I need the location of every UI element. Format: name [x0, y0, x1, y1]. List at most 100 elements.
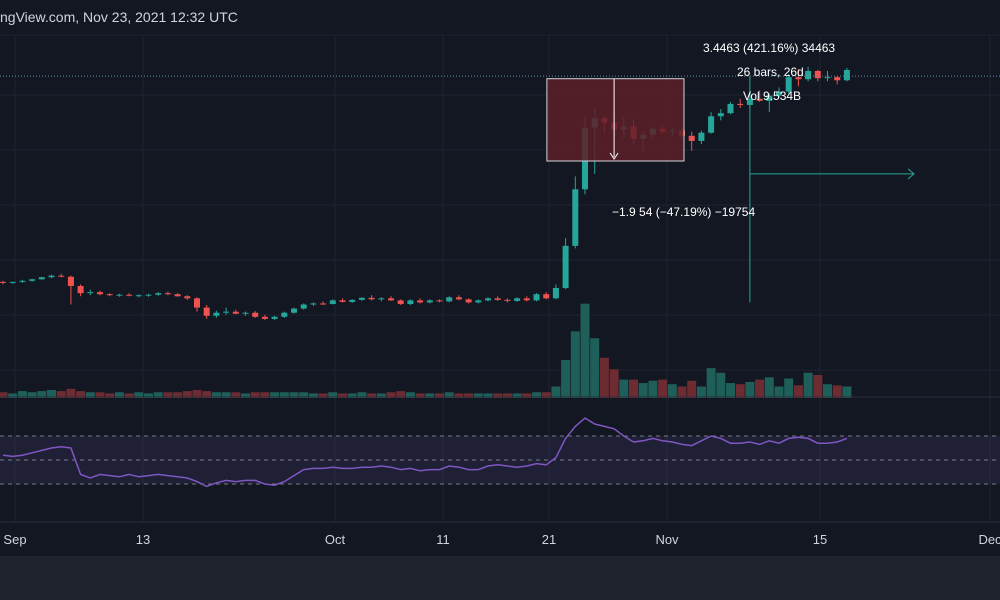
volume-bar — [357, 392, 367, 398]
candle-body — [252, 312, 259, 317]
candle[interactable] — [329, 299, 336, 305]
candle[interactable] — [708, 112, 715, 134]
candle[interactable] — [814, 69, 821, 82]
volume-bar — [629, 379, 638, 398]
candle[interactable] — [824, 71, 831, 82]
candle[interactable] — [552, 284, 559, 300]
candle[interactable] — [727, 101, 734, 115]
candle[interactable] — [0, 280, 6, 285]
volume-bar — [182, 391, 192, 398]
candle[interactable] — [291, 307, 297, 314]
candle[interactable] — [465, 298, 472, 304]
candle[interactable] — [300, 303, 307, 310]
candle[interactable] — [562, 238, 569, 290]
candle[interactable] — [504, 298, 511, 303]
volume-bar — [299, 392, 309, 398]
candle-body — [543, 294, 550, 299]
candle[interactable] — [717, 109, 724, 121]
volume-bar — [658, 379, 668, 398]
candle[interactable] — [485, 297, 491, 302]
candle[interactable] — [417, 298, 424, 304]
candle[interactable] — [698, 130, 705, 145]
candle[interactable] — [436, 299, 443, 303]
candle[interactable] — [358, 297, 365, 301]
candle-body — [339, 300, 346, 302]
volume-bar — [8, 393, 18, 398]
candle[interactable] — [164, 291, 171, 296]
candle[interactable] — [194, 297, 200, 312]
candle[interactable] — [97, 290, 103, 296]
volume-bar — [716, 372, 726, 398]
candle[interactable] — [572, 176, 579, 249]
candle[interactable] — [523, 296, 530, 302]
candle-body — [388, 298, 394, 301]
candle[interactable] — [737, 98, 744, 109]
candle[interactable] — [184, 295, 191, 300]
candle[interactable] — [514, 297, 521, 302]
candle[interactable] — [426, 299, 433, 304]
volume-bar — [677, 386, 687, 398]
volume-bar — [347, 393, 357, 398]
candle[interactable] — [174, 293, 181, 297]
candle[interactable] — [67, 275, 74, 305]
candle[interactable] — [87, 289, 94, 296]
volume-bar — [260, 392, 270, 398]
candle[interactable] — [29, 278, 36, 282]
candle-body — [572, 189, 579, 246]
candle[interactable] — [252, 311, 259, 318]
candle[interactable] — [785, 74, 792, 94]
candle[interactable] — [339, 298, 346, 303]
candle[interactable] — [155, 292, 162, 296]
candle-body — [349, 299, 356, 302]
candle[interactable] — [475, 299, 482, 304]
candle[interactable] — [378, 297, 385, 302]
measure-down-box[interactable] — [546, 78, 685, 162]
volume-bar — [726, 383, 735, 398]
candle[interactable] — [223, 307, 230, 315]
candle[interactable] — [455, 295, 462, 301]
candle[interactable] — [407, 299, 414, 305]
candle[interactable] — [261, 314, 268, 320]
candle[interactable] — [688, 131, 695, 151]
candle[interactable] — [776, 87, 782, 98]
candle[interactable] — [368, 295, 375, 301]
candle[interactable] — [203, 305, 210, 319]
candle[interactable] — [19, 279, 26, 283]
candle[interactable] — [9, 281, 16, 284]
candle[interactable] — [834, 76, 841, 85]
candle[interactable] — [232, 309, 239, 315]
candle[interactable] — [543, 292, 550, 300]
candle[interactable] — [116, 293, 123, 297]
candle[interactable] — [145, 293, 152, 297]
candle[interactable] — [397, 299, 404, 305]
candle[interactable] — [320, 301, 327, 305]
candle[interactable] — [135, 294, 142, 298]
candle[interactable] — [843, 67, 850, 82]
volume-bar — [85, 392, 95, 398]
candle[interactable] — [795, 68, 802, 87]
volume-bar — [638, 383, 648, 398]
candle[interactable] — [805, 66, 812, 82]
candle[interactable] — [242, 311, 249, 316]
candle[interactable] — [58, 273, 65, 278]
candle[interactable] — [766, 93, 773, 113]
volume-bar — [454, 393, 464, 398]
volume-bar — [279, 392, 289, 398]
candle[interactable] — [388, 296, 394, 301]
candle[interactable] — [106, 293, 113, 297]
candle[interactable] — [48, 274, 55, 279]
candle[interactable] — [446, 296, 453, 303]
candle[interactable] — [271, 315, 278, 320]
candle[interactable] — [213, 310, 220, 318]
candle[interactable] — [756, 90, 763, 102]
candle[interactable] — [533, 293, 540, 302]
candle[interactable] — [310, 302, 317, 307]
candle[interactable] — [494, 296, 501, 301]
candle[interactable] — [281, 311, 288, 318]
candle[interactable] — [349, 299, 356, 303]
candle[interactable] — [38, 276, 45, 280]
candle[interactable] — [126, 293, 133, 297]
candle-body — [562, 245, 569, 289]
candle[interactable] — [77, 284, 84, 297]
